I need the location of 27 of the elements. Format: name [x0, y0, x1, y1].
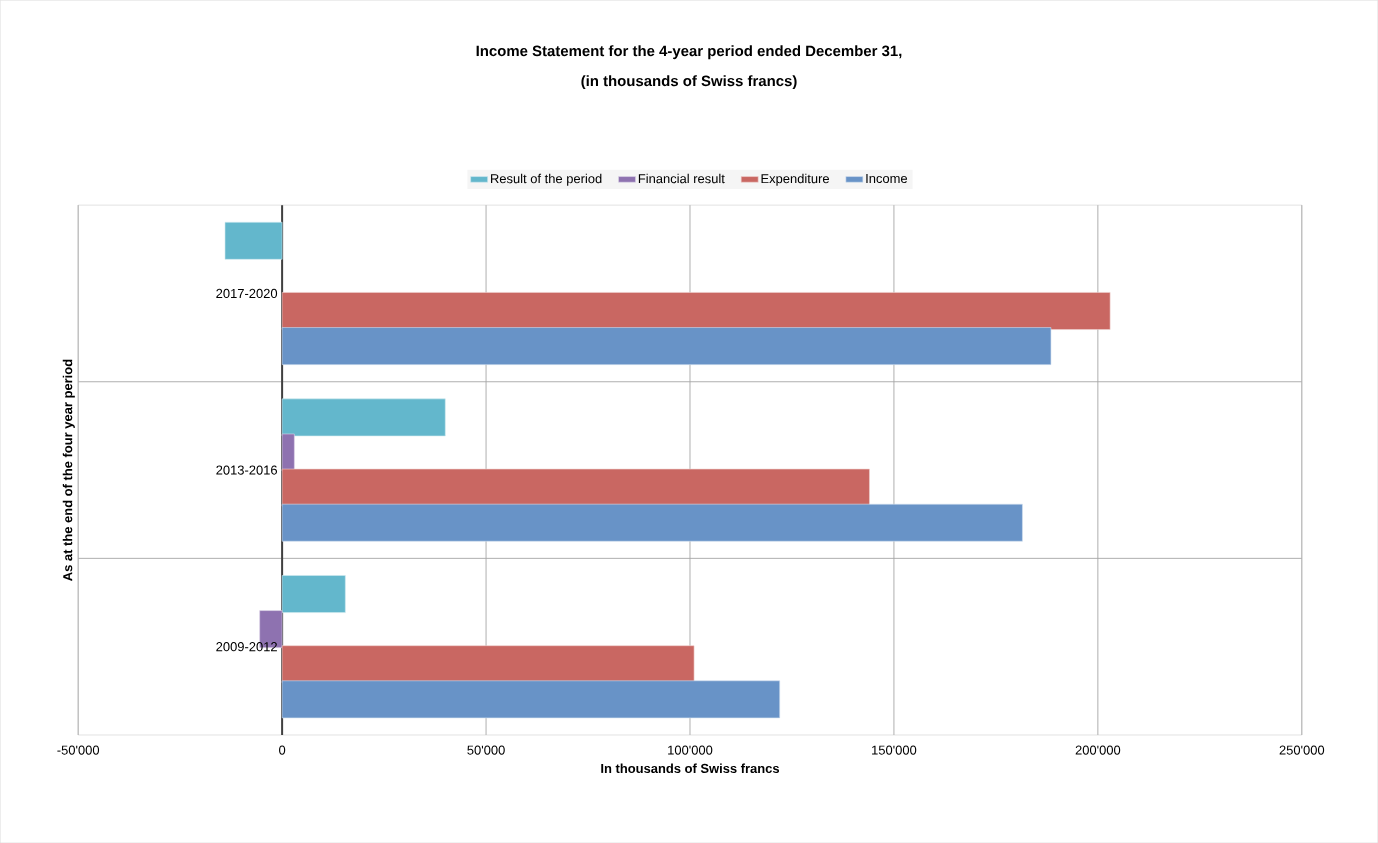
x-tick-label: 100'000: [668, 745, 713, 755]
legend-label: Result of the period: [491, 173, 602, 186]
bar: [281, 680, 781, 719]
y-axis-title: As at the end of the four year period: [62, 359, 75, 581]
bar: [281, 398, 446, 437]
bar: [281, 503, 1023, 542]
bar: [281, 327, 1052, 365]
y-tick-label: 2013-2016: [216, 465, 278, 475]
y-tick-label: 2017-2020: [216, 288, 278, 298]
bar: [281, 575, 346, 613]
legend-label: Expenditure: [761, 173, 829, 186]
legend-label: Financial result: [638, 173, 725, 184]
bar: [281, 645, 695, 683]
bar: [281, 292, 1111, 330]
y-tick-label: 2009-2012: [216, 642, 277, 652]
chart-title: Income Statement for the 4-year period ended December 31,: [476, 45, 902, 60]
x-axis-title: In thousands of Swiss francs: [601, 763, 780, 773]
bar: [224, 221, 283, 260]
x-tick-label: 250'000: [1279, 745, 1325, 755]
x-tick-label: 150'000: [872, 745, 917, 755]
legend-label: Income: [866, 173, 908, 183]
x-tick-label: 50'000: [467, 745, 505, 755]
chart-subtitle: (in thousands of Swiss francs): [581, 75, 797, 90]
x-tick-label: 200'000: [1075, 745, 1121, 755]
x-tick-label: 0: [279, 745, 286, 755]
x-tick-label: -50'000: [57, 745, 100, 755]
bar: [281, 468, 870, 507]
